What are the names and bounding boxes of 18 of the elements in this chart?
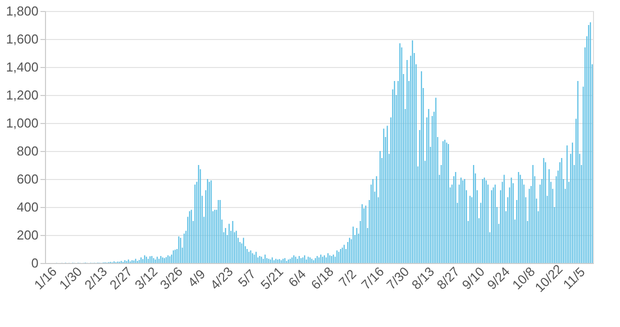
x-tick-label: 5/7 (235, 266, 258, 290)
y-tick-label: 1,800 (6, 4, 38, 18)
y-tick-label: 0 (31, 256, 38, 270)
x-tick-label: 1/30 (56, 264, 85, 292)
y-tick-label: 1,000 (6, 116, 38, 130)
y-tick-label: 600 (16, 172, 38, 186)
x-tick-label: 5/21 (258, 264, 286, 292)
y-tick-label: 200 (16, 228, 38, 242)
x-tick-label: 6/4 (285, 266, 309, 290)
x-tick-label: 7/2 (336, 266, 360, 290)
y-tick-label: 1,600 (6, 32, 38, 46)
y-tick-label: 800 (16, 144, 38, 158)
y-tick-label: 1,200 (6, 88, 38, 102)
y-tick-label: 1,400 (6, 60, 38, 74)
x-tick-label: 6/18 (308, 264, 336, 292)
y-tick-label: 400 (16, 200, 38, 214)
x-tick-label: 4/23 (207, 264, 236, 292)
x-tick-label: 4/9 (184, 266, 208, 290)
